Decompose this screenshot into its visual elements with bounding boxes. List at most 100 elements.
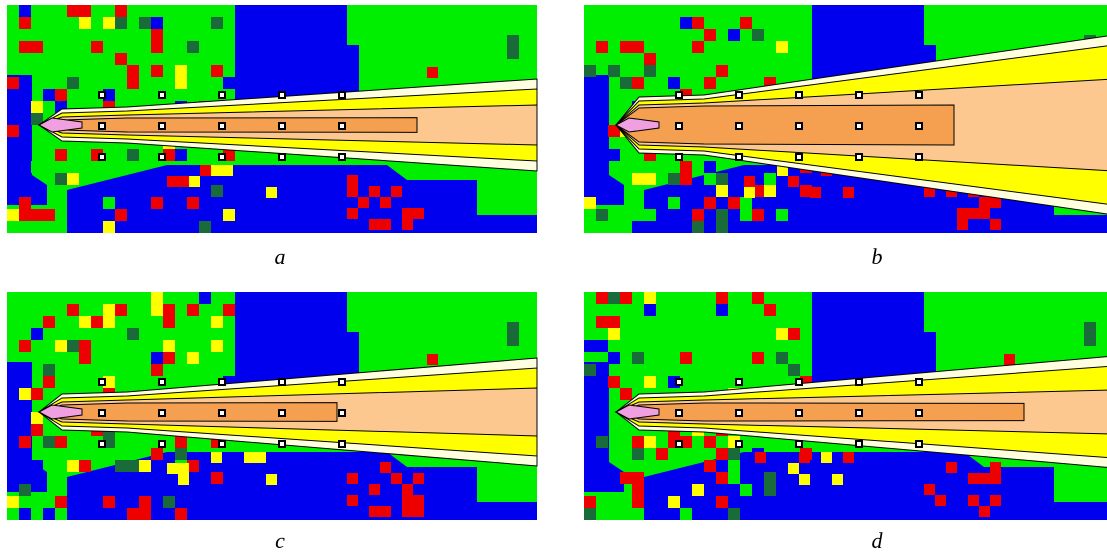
cell [968, 473, 979, 484]
cell [1004, 354, 1015, 365]
cell [67, 5, 79, 17]
cell [103, 17, 115, 29]
cell [151, 364, 163, 376]
cell [211, 65, 223, 77]
cell [413, 208, 424, 219]
cell [55, 496, 67, 508]
station [676, 92, 682, 98]
cell [692, 17, 704, 29]
cell [369, 219, 380, 230]
cell [740, 17, 752, 29]
station [279, 154, 285, 160]
cell [620, 388, 632, 400]
station [856, 123, 862, 129]
cell [7, 328, 19, 340]
cell [596, 41, 608, 53]
cell [716, 304, 728, 316]
cell [832, 474, 843, 485]
station [159, 410, 165, 416]
cell [31, 41, 43, 53]
cell [31, 209, 43, 221]
cell [19, 41, 31, 53]
cell [31, 328, 43, 340]
cell [413, 473, 424, 484]
cell [788, 364, 800, 376]
cell [632, 77, 644, 89]
cell [55, 173, 67, 185]
cell [127, 460, 139, 472]
cell [596, 436, 608, 448]
cell [67, 173, 79, 185]
cell [266, 187, 277, 198]
water-top [235, 5, 359, 100]
plume-map [584, 5, 1107, 233]
cell [764, 173, 776, 185]
cell [391, 473, 402, 484]
cell [752, 352, 764, 364]
cell [151, 17, 163, 29]
cell [810, 187, 821, 198]
cell [584, 460, 596, 472]
cell [935, 495, 946, 506]
cell [776, 352, 788, 364]
station [916, 410, 922, 416]
station [796, 123, 802, 129]
cell [139, 496, 151, 508]
cell [427, 354, 438, 365]
station [99, 154, 105, 160]
cell [255, 452, 266, 463]
cell [644, 53, 656, 65]
cell [620, 41, 632, 53]
cell [380, 197, 391, 208]
cell [115, 209, 127, 221]
station [916, 123, 922, 129]
cell [67, 304, 79, 316]
station [159, 379, 165, 385]
cell [584, 496, 596, 508]
cell [644, 209, 656, 221]
cell [680, 209, 692, 221]
cell [139, 89, 151, 101]
cell [608, 352, 620, 364]
cell [187, 197, 199, 209]
cell [211, 340, 223, 352]
cell [7, 496, 19, 508]
cell [103, 304, 115, 316]
cell [620, 292, 632, 304]
cell [79, 292, 91, 304]
cell [584, 53, 596, 65]
cell [178, 463, 189, 474]
station [339, 379, 345, 385]
station [99, 123, 105, 129]
cell [115, 304, 127, 316]
cell [151, 292, 163, 304]
cell [957, 208, 968, 219]
cell [716, 496, 728, 508]
cell [67, 460, 79, 472]
cell [744, 187, 755, 198]
station [676, 379, 682, 385]
cell [211, 452, 222, 463]
cell [1084, 322, 1096, 346]
station [279, 379, 285, 385]
cell [957, 219, 968, 230]
plume-map [7, 292, 537, 520]
cell [843, 187, 854, 198]
cell [369, 506, 380, 517]
cell [151, 41, 163, 53]
cell [413, 495, 424, 506]
cell [608, 41, 620, 53]
cell [178, 474, 189, 485]
station [676, 441, 682, 447]
cell [979, 197, 990, 208]
station [99, 410, 105, 416]
cell [127, 77, 139, 89]
cell [402, 506, 413, 517]
cell [680, 161, 692, 173]
water-top [235, 292, 359, 387]
cell [968, 208, 979, 219]
cell [728, 185, 740, 197]
cell [755, 452, 766, 463]
station [279, 410, 285, 416]
cell [680, 352, 692, 364]
